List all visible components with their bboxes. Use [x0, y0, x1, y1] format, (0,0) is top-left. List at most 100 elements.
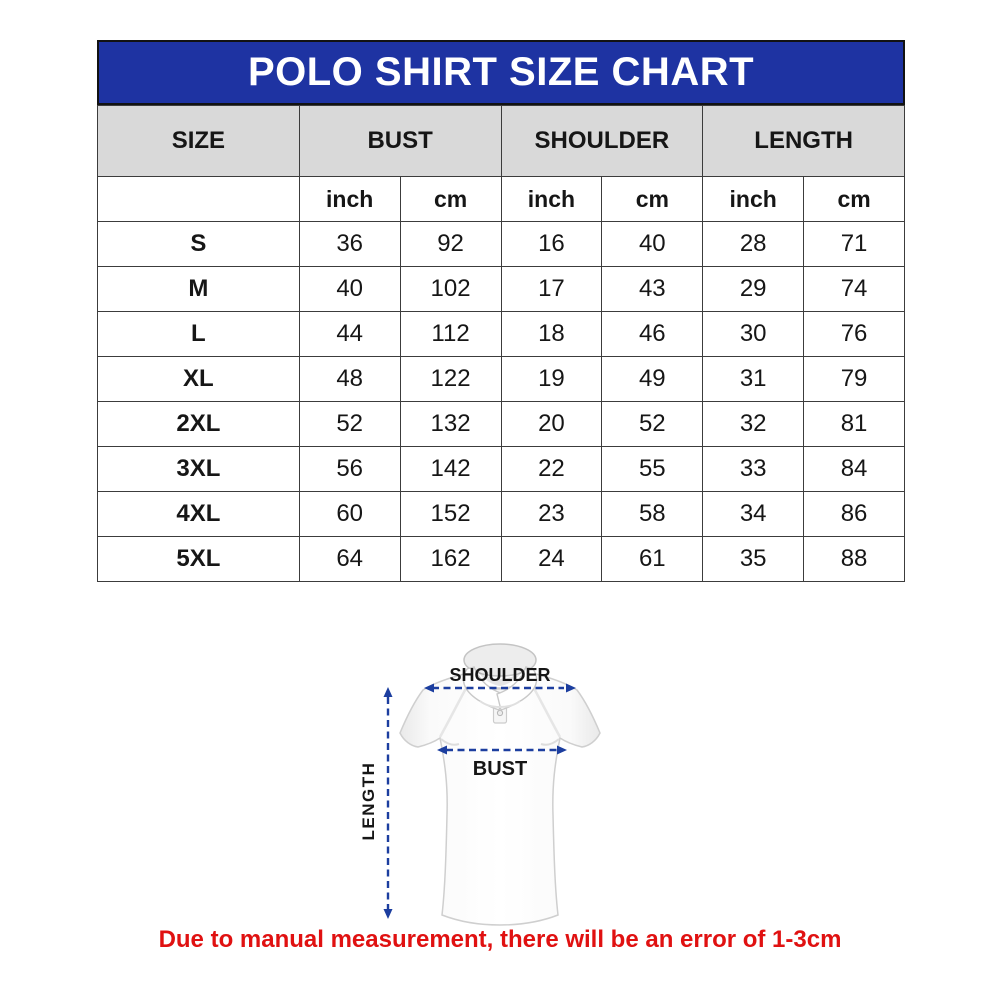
table-row-xl: XL 48 122 19 49 31 79 — [97, 356, 905, 402]
table-row-s: S 36 92 16 40 28 71 — [97, 221, 905, 267]
chart-title-bar: POLO SHIRT SIZE CHART — [97, 40, 905, 105]
table-row-m: M 40 102 17 43 29 74 — [97, 266, 905, 312]
cell-shoulder-inch: 22 — [500, 446, 603, 492]
size-label: M — [97, 266, 300, 312]
shoulder-label: SHOULDER — [449, 665, 550, 685]
unit-blank-cell — [97, 176, 300, 222]
cell-bust-inch: 52 — [298, 401, 401, 447]
cell-length-cm: 84 — [803, 446, 905, 492]
cell-shoulder-cm: 43 — [601, 266, 704, 312]
cell-length-cm: 74 — [803, 266, 905, 312]
unit-bust-inch: inch — [298, 176, 401, 222]
cell-bust-cm: 152 — [399, 491, 502, 537]
table-row-2xl: 2XL 52 132 20 52 32 81 — [97, 401, 905, 447]
cell-bust-cm: 122 — [399, 356, 502, 402]
cell-length-cm: 79 — [803, 356, 905, 402]
cell-bust-inch: 44 — [298, 311, 401, 357]
header-bust: BUST — [298, 105, 502, 177]
cell-shoulder-cm: 58 — [601, 491, 704, 537]
shirt-button-bottom — [496, 709, 504, 717]
size-label: 2XL — [97, 401, 300, 447]
cell-length-cm: 88 — [803, 536, 905, 582]
shirt-back-collar — [463, 643, 537, 677]
chart-title: POLO SHIRT SIZE CHART — [247, 50, 755, 94]
cell-shoulder-inch: 18 — [500, 311, 603, 357]
unit-shoulder-cm: cm — [601, 176, 704, 222]
measurement-labels: SHOULDER BUST LENGTH — [359, 665, 551, 840]
length-arrowhead-bottom — [383, 909, 393, 919]
size-label: XL — [97, 356, 300, 402]
cell-length-inch: 32 — [702, 401, 805, 447]
polo-shirt-diagram: SHOULDER BUST LENGTH — [359, 643, 601, 926]
cell-length-cm: 81 — [803, 401, 905, 447]
cell-shoulder-cm: 40 — [601, 221, 704, 267]
measure-header-row: SIZE BUST SHOULDER LENGTH — [97, 105, 905, 177]
cell-shoulder-inch: 23 — [500, 491, 603, 537]
bust-arrowhead-right — [557, 745, 567, 755]
cell-shoulder-inch: 16 — [500, 221, 603, 267]
size-label: S — [97, 221, 300, 267]
cell-shoulder-cm: 55 — [601, 446, 704, 492]
cell-bust-cm: 162 — [399, 536, 502, 582]
cell-bust-cm: 142 — [399, 446, 502, 492]
length-arrowhead-top — [383, 687, 393, 697]
cell-bust-inch: 60 — [298, 491, 401, 537]
cell-shoulder-inch: 17 — [500, 266, 603, 312]
table-row-4xl: 4XL 60 152 23 58 34 86 — [97, 491, 905, 537]
cell-bust-cm: 102 — [399, 266, 502, 312]
shirt-armpit-left — [440, 738, 460, 746]
measurement-arrows — [383, 683, 576, 919]
size-label: L — [97, 311, 300, 357]
header-length: LENGTH — [702, 105, 905, 177]
cell-bust-inch: 48 — [298, 356, 401, 402]
cell-shoulder-cm: 49 — [601, 356, 704, 402]
cell-bust-inch: 36 — [298, 221, 401, 267]
cell-shoulder-inch: 24 — [500, 536, 603, 582]
unit-shoulder-inch: inch — [500, 176, 603, 222]
cell-shoulder-cm: 61 — [601, 536, 704, 582]
size-label: 5XL — [97, 536, 300, 582]
cell-bust-cm: 132 — [399, 401, 502, 447]
header-shoulder: SHOULDER — [500, 105, 704, 177]
table-row-5xl: 5XL 64 162 24 61 35 88 — [97, 536, 905, 582]
table-row-3xl: 3XL 56 142 22 55 33 84 — [97, 446, 905, 492]
shirt-neck-shadow — [474, 667, 526, 686]
bust-arrowhead-left — [437, 745, 447, 755]
cell-length-cm: 76 — [803, 311, 905, 357]
length-label: LENGTH — [359, 762, 378, 841]
cell-length-inch: 35 — [702, 536, 805, 582]
cell-shoulder-cm: 46 — [601, 311, 704, 357]
unit-length-inch: inch — [702, 176, 805, 222]
unit-header-row: inch cm inch cm inch cm — [97, 176, 905, 222]
cell-shoulder-cm: 52 — [601, 401, 704, 447]
cell-bust-cm: 92 — [399, 221, 502, 267]
shoulder-arrowhead-left — [424, 683, 434, 693]
size-label: 3XL — [97, 446, 300, 492]
bust-label: BUST — [473, 758, 527, 780]
cell-shoulder-inch: 20 — [500, 401, 603, 447]
cell-bust-inch: 40 — [298, 266, 401, 312]
cell-bust-inch: 64 — [298, 536, 401, 582]
cell-bust-cm: 112 — [399, 311, 502, 357]
cell-shoulder-inch: 19 — [500, 356, 603, 402]
cell-bust-inch: 56 — [298, 446, 401, 492]
size-chart: POLO SHIRT SIZE CHART SIZE BUST SHOULDER… — [97, 40, 905, 582]
shirt-armpit-right — [540, 738, 560, 746]
unit-length-cm: cm — [803, 176, 905, 222]
cell-length-inch: 31 — [702, 356, 805, 402]
size-label: 4XL — [97, 491, 300, 537]
cell-length-inch: 29 — [702, 266, 805, 312]
shirt-collar-shadow — [479, 700, 521, 708]
size-table: SIZE BUST SHOULDER LENGTH inch cm inch c… — [97, 105, 905, 582]
cell-length-inch: 34 — [702, 491, 805, 537]
shoulder-arrowhead-right — [566, 683, 576, 693]
cell-length-inch: 28 — [702, 221, 805, 267]
cell-length-cm: 71 — [803, 221, 905, 267]
unit-bust-cm: cm — [399, 176, 502, 222]
header-size: SIZE — [97, 105, 300, 177]
cell-length-inch: 30 — [702, 311, 805, 357]
cell-length-inch: 33 — [702, 446, 805, 492]
measurement-disclaimer: Due to manual measurement, there will be… — [158, 926, 842, 953]
table-row-l: L 44 112 18 46 30 76 — [97, 311, 905, 357]
